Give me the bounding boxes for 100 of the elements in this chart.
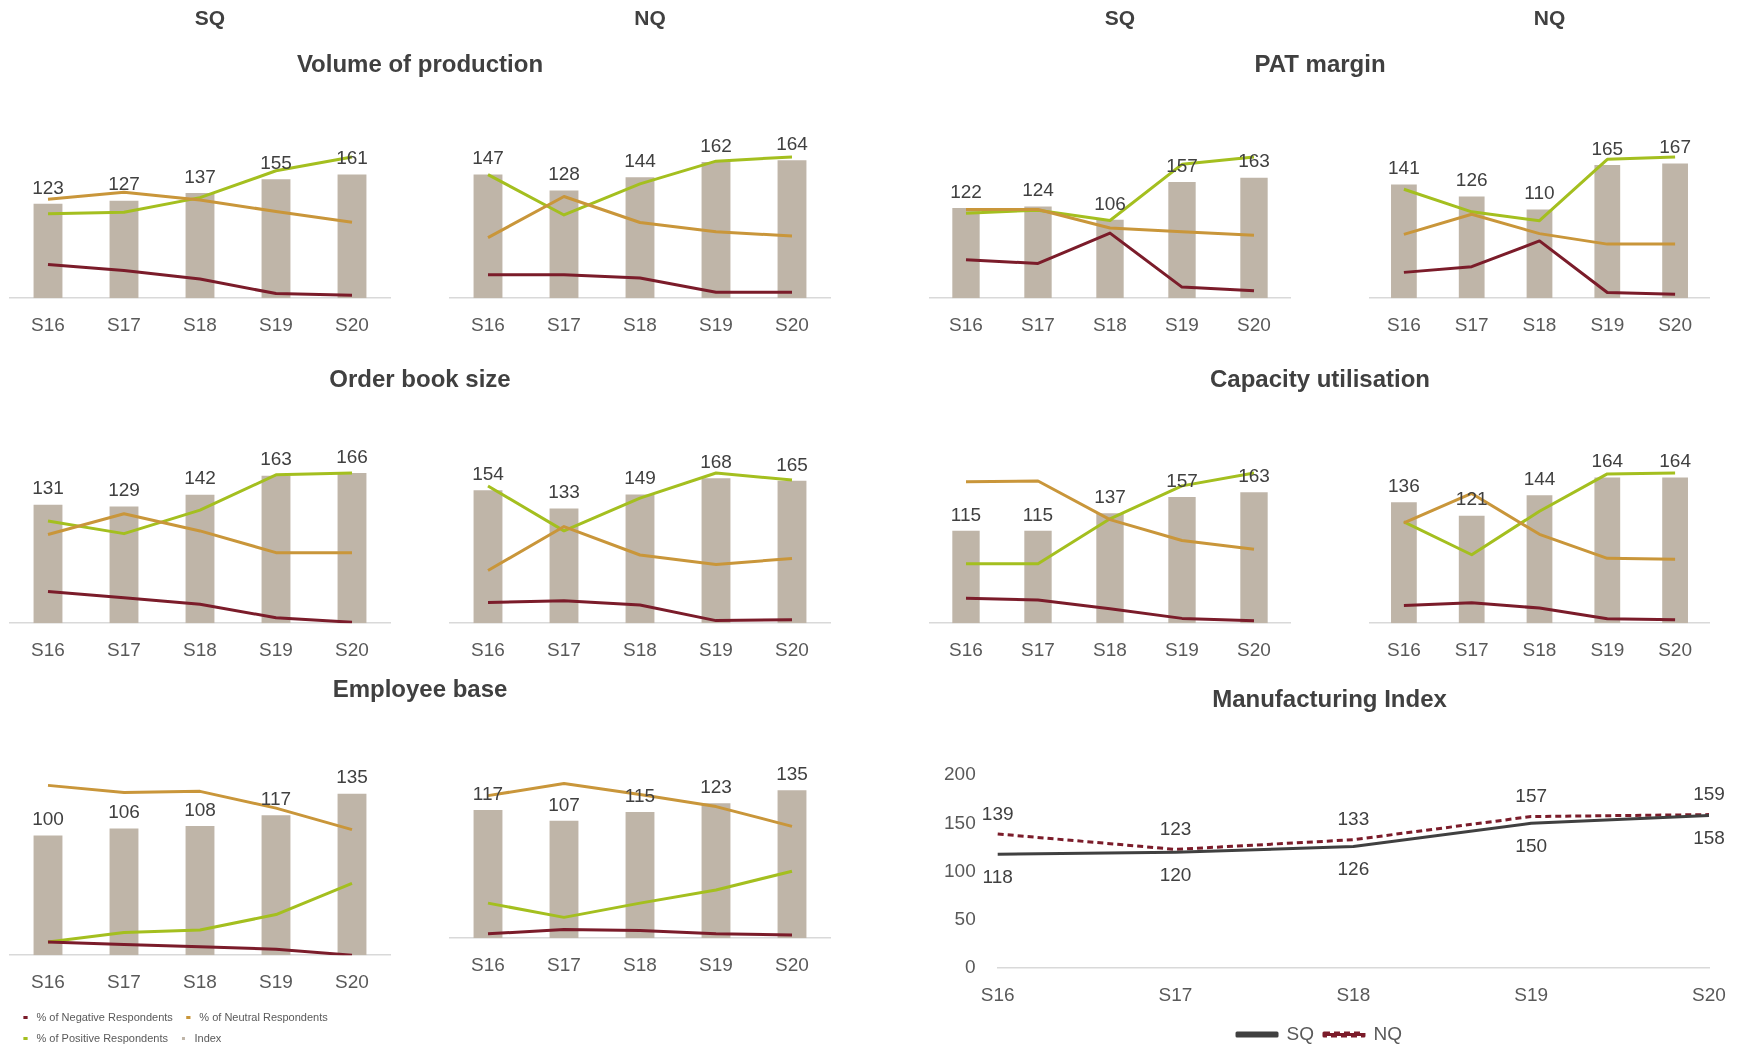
bar — [1526, 495, 1553, 624]
bar — [261, 179, 291, 299]
x-tick-label: S16 — [980, 983, 1015, 1005]
y-tick-label: 50 — [954, 908, 976, 930]
x-tick-label: S18 — [183, 313, 217, 335]
data-label: 108 — [184, 798, 216, 820]
chart-subtitle: SQ — [193, 6, 227, 30]
x-tick-label: S19 — [1590, 313, 1625, 335]
data-label: 139 — [981, 802, 1014, 824]
chart-title: Capacity utilisation — [1208, 365, 1431, 393]
x-tick-label: S19 — [259, 638, 293, 660]
chart-subtitle: NQ — [633, 6, 667, 30]
x-tick-label: S19 — [699, 953, 733, 975]
x-tick-label: S19 — [699, 638, 733, 660]
data-label: 164 — [1659, 450, 1692, 472]
x-tick-label: S20 — [1692, 983, 1726, 1005]
bar — [777, 160, 807, 299]
legend-label: % of Negative Respondents — [36, 1010, 174, 1023]
bar — [1096, 513, 1124, 624]
x-tick-label: S20 — [335, 970, 369, 992]
data-label: 167 — [1659, 136, 1691, 158]
bar — [1024, 206, 1052, 299]
x-tick-label: S18 — [623, 953, 657, 975]
data-label: 137 — [1094, 485, 1126, 507]
legend-label: % of Neutral Respondents — [199, 1010, 329, 1023]
data-label: 155 — [260, 151, 292, 173]
x-tick-label: S16 — [31, 313, 65, 335]
x-tick-label: S17 — [1454, 313, 1489, 335]
x-tick-label: S16 — [471, 638, 505, 660]
data-label: 163 — [1238, 150, 1270, 172]
x-tick-label: S19 — [259, 313, 293, 335]
x-tick-label: S20 — [335, 638, 369, 660]
data-label: 124 — [1022, 179, 1055, 201]
data-label: 162 — [700, 134, 732, 156]
bar — [1240, 492, 1268, 624]
data-label: 123 — [32, 176, 64, 198]
bar — [549, 820, 579, 939]
bar — [549, 508, 579, 624]
bar — [1391, 502, 1417, 624]
data-label: 137 — [184, 165, 216, 187]
data-label: 147 — [472, 147, 504, 169]
data-label: 100 — [32, 808, 64, 830]
x-tick-label: S17 — [1021, 313, 1055, 335]
x-tick-label: S16 — [31, 970, 65, 992]
bar — [337, 793, 367, 956]
data-label: 166 — [336, 445, 368, 467]
data-label: 110 — [1524, 182, 1555, 204]
chart-subtitle: SQ — [1103, 6, 1137, 30]
x-tick-label: S17 — [107, 313, 141, 335]
bar — [1458, 515, 1485, 624]
chart-subtitle: NQ — [1532, 6, 1567, 30]
chart-title: Volume of production — [295, 50, 545, 78]
x-tick-label: S16 — [471, 313, 505, 335]
bar — [701, 478, 731, 624]
bar — [952, 530, 980, 624]
x-tick-label: S17 — [547, 313, 581, 335]
data-label: 164 — [776, 133, 809, 155]
bar — [261, 815, 291, 956]
x-tick-label: S17 — [547, 638, 581, 660]
x-tick-label: S16 — [949, 638, 983, 660]
data-label: 154 — [472, 463, 505, 485]
bar — [625, 494, 655, 624]
data-label: 163 — [260, 448, 292, 470]
bar — [185, 826, 215, 956]
data-label: 117 — [472, 782, 504, 804]
x-tick-label: S17 — [1454, 638, 1489, 660]
data-label: 157 — [1515, 785, 1548, 807]
x-tick-label: S20 — [775, 638, 809, 660]
data-label: 123 — [1159, 818, 1192, 840]
data-label: 136 — [1388, 475, 1420, 497]
x-tick-label: S19 — [1514, 983, 1549, 1005]
bar — [185, 494, 215, 624]
x-tick-label: S18 — [1093, 638, 1127, 660]
bar — [1662, 163, 1688, 299]
data-label: 123 — [700, 776, 732, 798]
bar — [33, 835, 63, 956]
bar — [777, 790, 807, 939]
data-label: 165 — [1591, 137, 1624, 159]
bar — [109, 506, 139, 624]
data-label: 163 — [1238, 465, 1270, 487]
bar — [109, 828, 139, 956]
x-tick-label: S20 — [775, 953, 809, 975]
bar — [261, 475, 291, 624]
chart-title: Employee base — [331, 675, 509, 703]
x-tick-label: S19 — [1590, 638, 1625, 660]
bar — [33, 504, 63, 624]
data-label: 144 — [1523, 467, 1556, 489]
data-label: 127 — [108, 173, 140, 195]
bar — [1024, 530, 1052, 624]
x-tick-label: S19 — [699, 313, 733, 335]
x-tick-label: S20 — [335, 313, 369, 335]
x-tick-label: S18 — [183, 970, 217, 992]
bar — [337, 473, 367, 624]
data-label: 115 — [950, 503, 982, 525]
x-tick-label: S18 — [623, 638, 657, 660]
bar — [1391, 184, 1417, 299]
chart-title: PAT margin — [1253, 50, 1387, 78]
y-tick-label: 0 — [965, 956, 976, 978]
x-tick-label: S16 — [1386, 638, 1421, 660]
data-label: 117 — [260, 788, 292, 810]
